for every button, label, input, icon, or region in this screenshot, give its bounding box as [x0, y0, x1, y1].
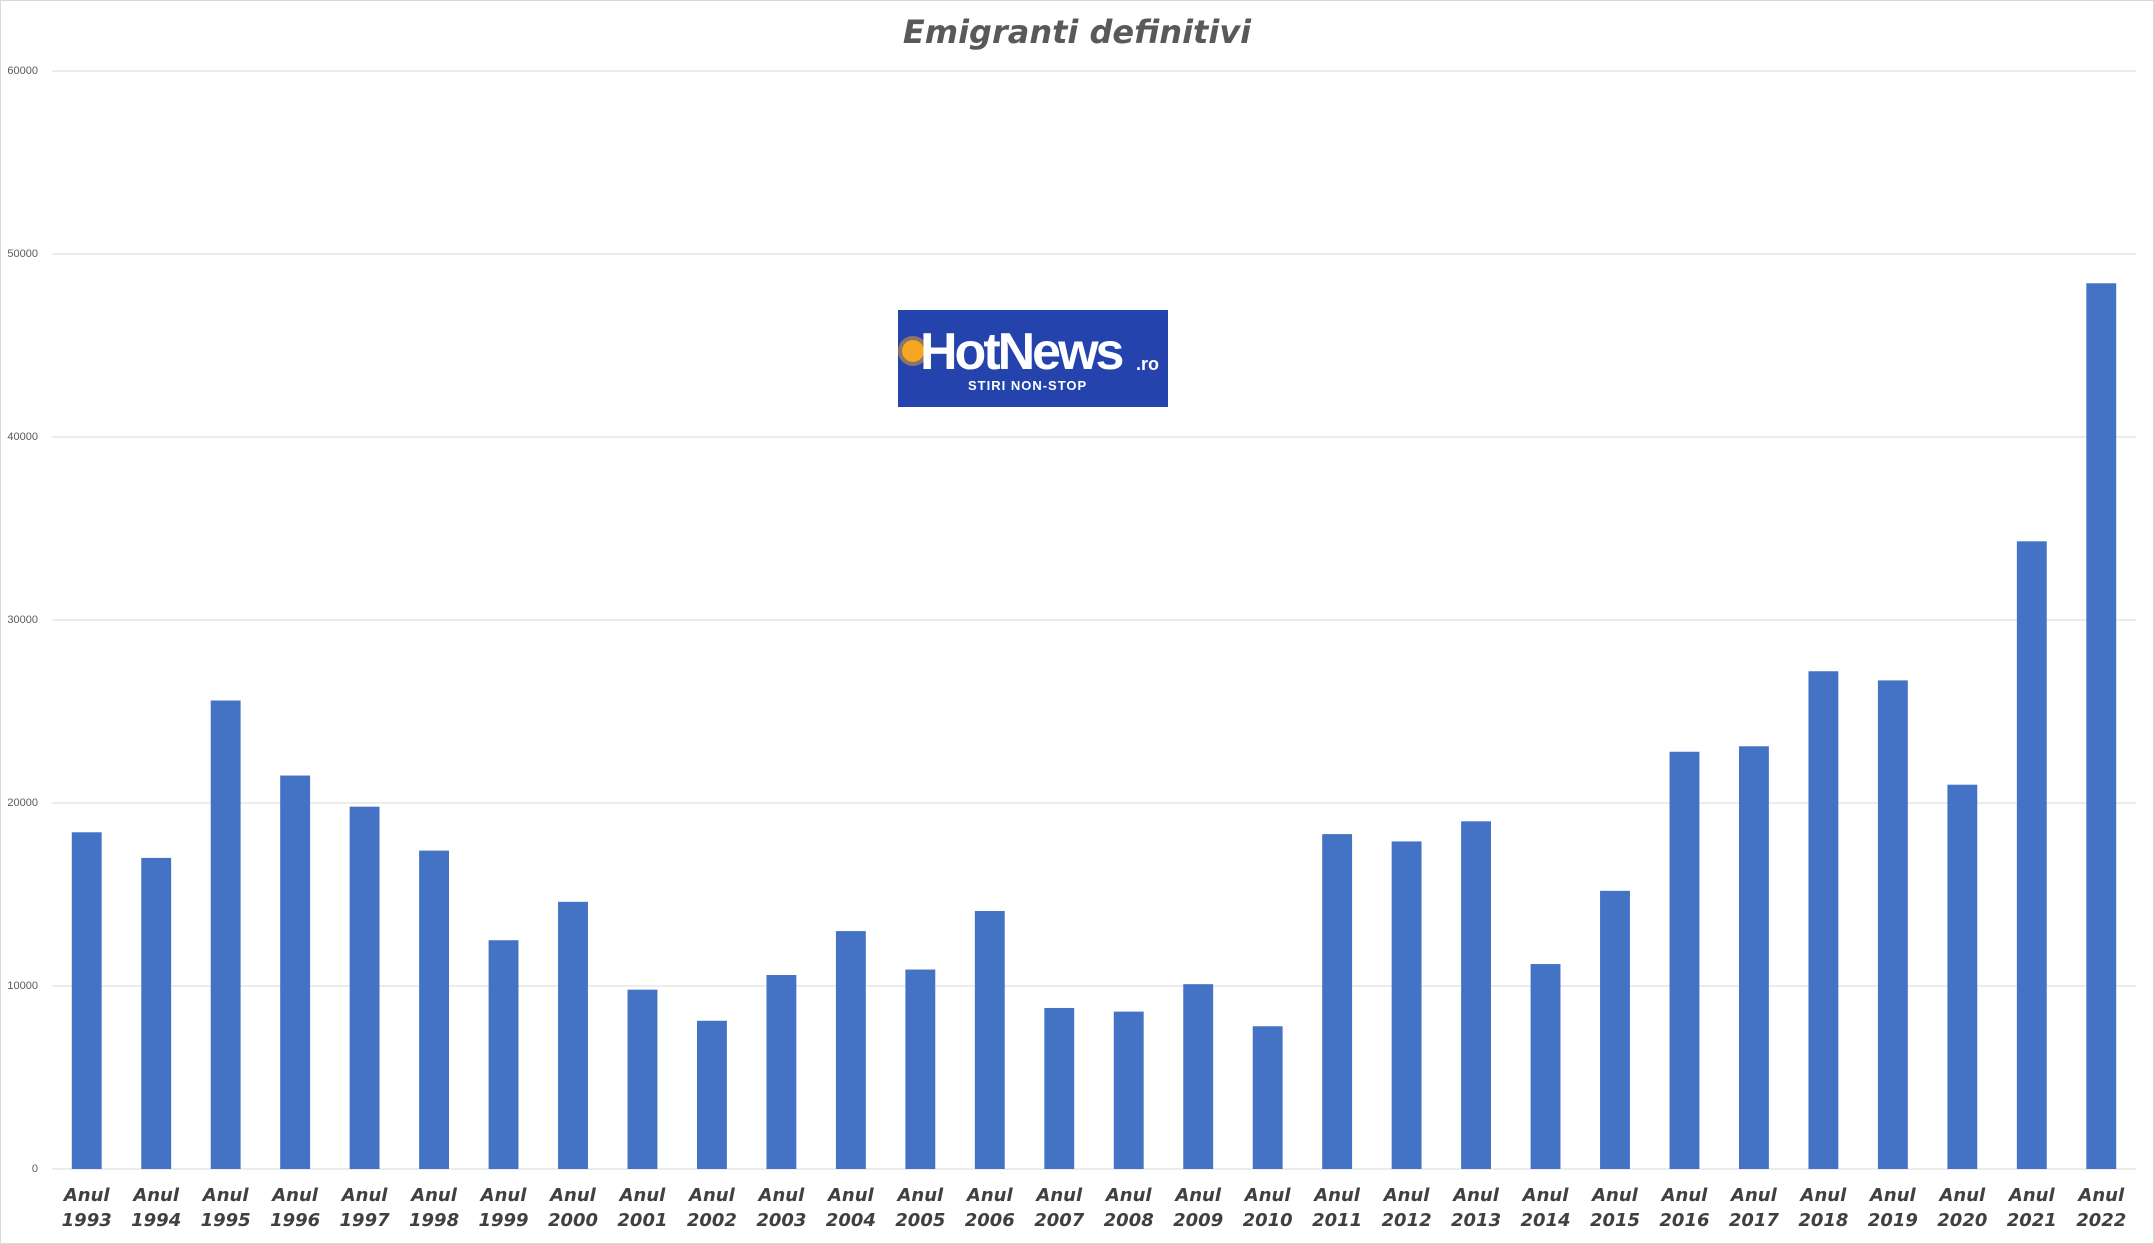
bar: [1877, 680, 1908, 1169]
bar: [1391, 841, 1422, 1169]
x-tick-label: Anul 2000: [547, 1185, 599, 1231]
bar: [1322, 834, 1353, 1169]
bar: [1252, 1026, 1283, 1169]
x-tick-label: Anul 2009: [1173, 1185, 1224, 1231]
x-tick-label: Anul 1999: [478, 1185, 529, 1231]
x-tick-label: Anul 2008: [1103, 1185, 1154, 1231]
x-tick-label: Anul 2021: [2006, 1185, 2057, 1231]
x-tick-label: Anul 2018: [1798, 1185, 1849, 1231]
x-tick-label: Anul 2006: [964, 1185, 1015, 1231]
x-tick-label: Anul 2015: [1589, 1185, 1641, 1231]
bar: [835, 931, 866, 1169]
x-tick-label: Anul 2002: [686, 1185, 737, 1231]
bar: [1669, 751, 1700, 1169]
x-tick-label: Anul 2012: [1381, 1185, 1432, 1231]
x-tick-label: Anul 2011: [1312, 1185, 1363, 1231]
bar: [349, 806, 380, 1169]
bar: [1183, 984, 1214, 1169]
bar: [1113, 1011, 1144, 1169]
y-tick-label: 40000: [7, 431, 38, 443]
x-tick-label: Anul 2014: [1520, 1185, 1571, 1231]
x-tick-label: Anul 1998: [409, 1185, 460, 1231]
y-tick-label: 60000: [7, 65, 38, 77]
bar: [141, 857, 172, 1169]
x-tick-label: Anul 2019: [1867, 1185, 1918, 1231]
x-tick-label: Anul 1994: [131, 1185, 182, 1231]
x-tick-label: Anul 2001: [617, 1185, 668, 1231]
bar: [210, 700, 241, 1169]
bar: [419, 850, 450, 1169]
bar: [558, 901, 588, 1169]
bar: [280, 775, 311, 1169]
bar: [488, 940, 519, 1169]
bar: [1947, 784, 1978, 1169]
x-tick-label: Anul 2010: [1242, 1185, 1293, 1231]
y-tick-label: 50000: [7, 248, 38, 260]
bar: [1808, 671, 1839, 1169]
bar: [1461, 821, 1492, 1169]
bar: [905, 969, 936, 1169]
x-tick-label: Anul 2017: [1728, 1185, 1779, 1231]
bar: [1738, 746, 1769, 1169]
bar: [1530, 964, 1561, 1169]
logo-tagline: STIRI NON-STOP: [968, 378, 1088, 393]
x-tick-label: Anul 1995: [200, 1185, 251, 1231]
x-tick-label: Anul 2003: [756, 1185, 807, 1231]
bar: [766, 975, 797, 1169]
bar: [2016, 541, 2047, 1169]
x-tick-label: Anul 2005: [895, 1185, 946, 1231]
logo-icon: [902, 340, 924, 362]
bar: [974, 910, 1005, 1169]
x-tick-label: Anul 2007: [1034, 1185, 1085, 1231]
bar: [627, 989, 658, 1169]
bar: [1044, 1007, 1075, 1169]
x-tick-label: Anul 2022: [2076, 1185, 2127, 1231]
logo-suffix: .ro: [1136, 354, 1160, 374]
bar: [2086, 283, 2117, 1169]
bar: [696, 1020, 727, 1169]
x-tick-label: Anul 1993: [61, 1185, 112, 1231]
x-tick-label: Anul 2013: [1451, 1185, 1502, 1231]
chart-title: Emigranti definitivi: [903, 13, 1252, 51]
y-tick-label: 10000: [7, 980, 38, 992]
y-tick-label: 20000: [7, 797, 38, 809]
y-tick-label: 0: [32, 1163, 38, 1175]
logo: HotNews .ro STIRI NON-STOP: [898, 310, 1168, 407]
bar: [71, 832, 102, 1169]
x-tick-label: Anul 2016: [1659, 1185, 1710, 1231]
x-tick-label: Anul 1996: [270, 1185, 321, 1231]
bar: [1600, 890, 1630, 1169]
x-tick-label: Anul 2020: [1937, 1185, 1988, 1231]
logo-name: HotNews: [920, 323, 1124, 381]
y-tick-label: 30000: [7, 614, 38, 626]
x-tick-label: Anul 2004: [825, 1185, 876, 1231]
x-tick-label: Anul 1997: [339, 1185, 390, 1231]
